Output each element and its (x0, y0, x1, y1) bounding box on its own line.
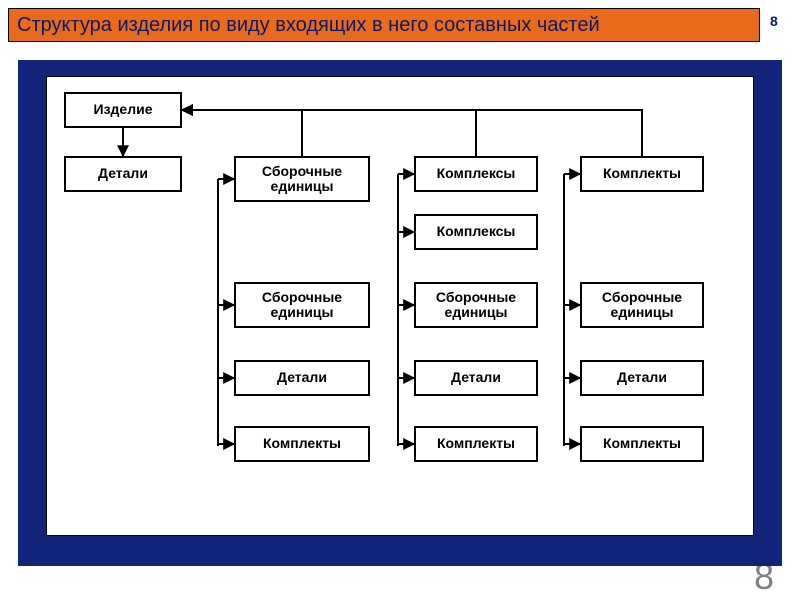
node-label: Комплексы (437, 166, 516, 181)
edge (182, 110, 642, 156)
node-n5: Комплексы (414, 214, 538, 250)
node-label: Комплекты (603, 166, 681, 181)
node-label: Сборочные единицы (422, 290, 530, 321)
node-n10: Детали (414, 360, 538, 396)
node-label: Сборочные единицы (242, 164, 362, 195)
node-label: Детали (98, 166, 148, 181)
node-n8: Сборочные единицы (580, 282, 704, 328)
slide: Структура изделия по виду входящих в нег… (0, 0, 800, 600)
node-label: Сборочные единицы (588, 290, 696, 321)
node-label: Комплекты (437, 436, 515, 451)
node-label: Сборочные единицы (242, 290, 362, 321)
node-n3: Комплексы (414, 156, 538, 192)
node-n13: Комплекты (414, 426, 538, 462)
node-n14: Комплекты (580, 426, 704, 462)
node-label: Детали (451, 370, 501, 385)
node-label: Изделие (94, 102, 153, 117)
node-label: Детали (277, 370, 327, 385)
edge (182, 110, 302, 156)
node-n9: Детали (234, 360, 370, 396)
node-n2: Сборочные единицы (234, 156, 370, 202)
node-n6: Сборочные единицы (234, 282, 370, 328)
node-label: Комплекты (603, 436, 681, 451)
node-label: Детали (617, 370, 667, 385)
node-label: Комплекты (263, 436, 341, 451)
node-n4: Комплекты (580, 156, 704, 192)
node-n7: Сборочные единицы (414, 282, 538, 328)
edge (182, 110, 476, 156)
node-n0: Изделие (64, 92, 182, 128)
node-n12: Комплекты (234, 426, 370, 462)
node-n11: Детали (580, 360, 704, 396)
node-n1: Детали (64, 156, 182, 192)
node-label: Комплексы (437, 224, 516, 239)
